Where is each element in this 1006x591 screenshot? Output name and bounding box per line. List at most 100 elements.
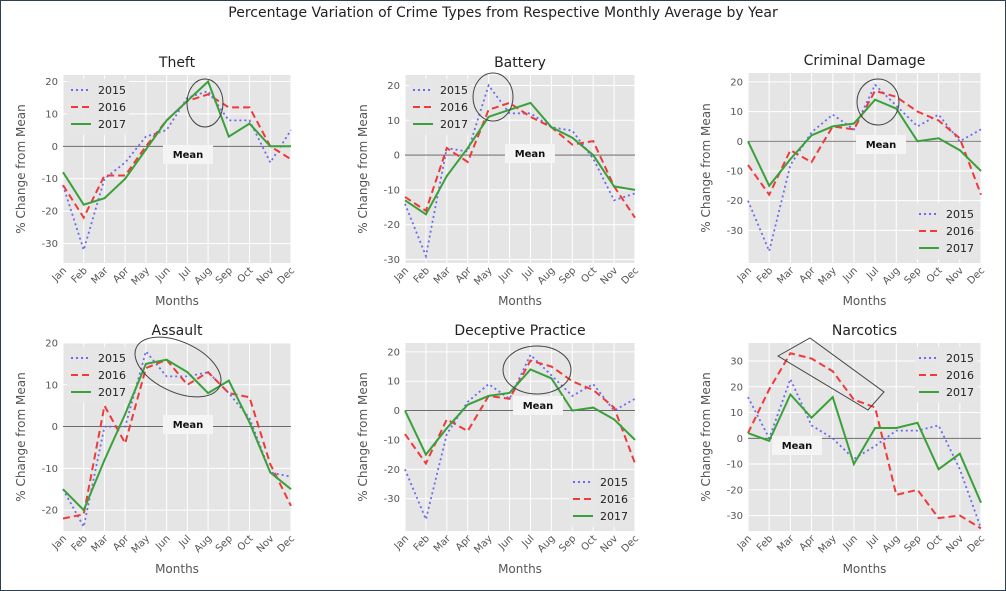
x-tick-label: Sep <box>214 533 235 554</box>
y-tick-label: 0 <box>52 422 58 433</box>
y-tick-label: -30 <box>42 239 58 250</box>
x-tick-label: Feb <box>70 265 90 285</box>
x-tick-label: Aug <box>536 533 558 555</box>
series-line-2015 <box>62 349 292 530</box>
highlight-ellipse <box>134 336 222 398</box>
series-line-2015 <box>747 376 982 529</box>
legend-label: 2015 <box>946 352 974 365</box>
legend-label: 2015 <box>440 84 468 97</box>
series-line-2016 <box>62 358 292 520</box>
y-tick-label: 20 <box>45 339 58 350</box>
legend-label: 2016 <box>440 101 468 114</box>
x-tick-label: Oct <box>579 533 599 553</box>
mean-label-box <box>163 415 213 434</box>
series-line-2015 <box>404 353 636 523</box>
x-tick-label: Sep <box>557 533 578 554</box>
x-tick-label: Apr <box>111 533 132 554</box>
x-tick-label: Oct <box>579 265 599 285</box>
x-tick-label: Jun <box>496 265 516 285</box>
x-tick-label: Nov <box>599 533 621 555</box>
x-tick-label: Jun <box>496 533 516 553</box>
x-tick-label: Dec <box>966 533 987 554</box>
x-tick-label: Mar <box>432 265 454 287</box>
legend-label: 2016 <box>946 225 974 238</box>
x-tick-label: Sep <box>902 265 923 286</box>
highlight-ellipse <box>472 72 514 122</box>
mean-label: Mean <box>515 149 546 160</box>
y-tick-label: -10 <box>42 464 58 475</box>
mean-label-box <box>513 396 563 415</box>
y-tick-label: -10 <box>42 174 58 185</box>
x-tick-label: Sep <box>557 265 578 286</box>
subplot-title: Criminal Damage <box>804 53 926 69</box>
y-tick-label: -30 <box>384 494 400 505</box>
series-line-2017 <box>404 101 636 216</box>
x-tick-label: Jan <box>392 533 411 552</box>
mean-label-box <box>505 144 555 163</box>
legend: 2015 2016 2017 <box>409 79 471 135</box>
y-tick-label: 10 <box>45 109 58 120</box>
mean-label: Mean <box>173 420 204 431</box>
legend: 2015 2016 2017 <box>569 471 631 527</box>
subplot-title: Battery <box>494 55 546 71</box>
y-tick-label: 20 <box>387 81 400 92</box>
y-axis-label: % Change from Mean <box>356 104 370 233</box>
y-tick-label: -20 <box>42 506 58 517</box>
series-line-2016 <box>404 101 636 219</box>
x-tick-label: Oct <box>925 265 945 285</box>
x-tick-label: Feb <box>412 265 432 285</box>
y-tick-label: 10 <box>730 107 743 118</box>
x-tick-label: Dec <box>276 265 297 286</box>
y-tick-label: -20 <box>727 196 743 207</box>
y-tick-label: -20 <box>384 465 400 476</box>
legend-label: 2015 <box>98 84 126 97</box>
legend-label: 2015 <box>600 476 628 489</box>
x-tick-label: Oct <box>236 265 256 285</box>
x-axis-label: Months <box>155 562 199 576</box>
subplot-title: Assault <box>152 323 204 339</box>
x-tick-label: Dec <box>620 533 641 554</box>
y-tick-label: 20 <box>730 382 743 393</box>
x-axis-label: Months <box>498 562 542 576</box>
x-tick-label: Aug <box>193 265 215 287</box>
y-tick-label: -10 <box>384 185 400 196</box>
x-tick-label: Dec <box>620 265 641 286</box>
y-tick-label: -30 <box>727 226 743 237</box>
series-line-2016 <box>747 352 982 530</box>
x-tick-label: May <box>472 533 494 555</box>
legend-label: 2017 <box>440 118 468 131</box>
x-tick-label: May <box>816 533 838 555</box>
y-tick-label: -10 <box>727 460 743 471</box>
subplot-title: Narcotics <box>832 323 897 339</box>
x-tick-label: Apr <box>454 265 475 286</box>
x-tick-label: Aug <box>536 265 558 287</box>
x-tick-label: Mar <box>89 265 111 287</box>
y-tick-label: 10 <box>387 377 400 388</box>
legend-label: 2017 <box>946 242 974 255</box>
x-tick-label: Sep <box>214 265 235 286</box>
legend-label: 2017 <box>600 510 628 523</box>
x-tick-label: Jan <box>735 533 754 552</box>
x-tick-label: Nov <box>599 265 621 287</box>
x-axis-label: Months <box>843 294 887 308</box>
y-tick-label: -10 <box>384 435 400 446</box>
x-tick-label: Apr <box>798 265 819 286</box>
legend-label: 2016 <box>98 101 126 114</box>
x-tick-label: Jul <box>176 533 193 550</box>
legend: 2015 2016 2017 <box>915 347 977 403</box>
legend-label: 2016 <box>98 369 126 382</box>
y-tick-label: 0 <box>52 142 58 153</box>
y-tick-label: 10 <box>730 408 743 419</box>
legend-label: 2015 <box>98 352 126 365</box>
x-tick-label: Feb <box>755 533 775 553</box>
x-tick-label: Jan <box>392 265 411 284</box>
y-tick-label: -30 <box>727 511 743 522</box>
y-axis-label: % Change from Mean <box>699 372 713 501</box>
y-tick-label: 10 <box>45 380 58 391</box>
x-tick-label: Jul <box>520 265 537 282</box>
y-tick-label: -30 <box>384 255 400 266</box>
x-tick-label: Nov <box>944 533 966 555</box>
highlight-ellipse <box>186 78 224 128</box>
